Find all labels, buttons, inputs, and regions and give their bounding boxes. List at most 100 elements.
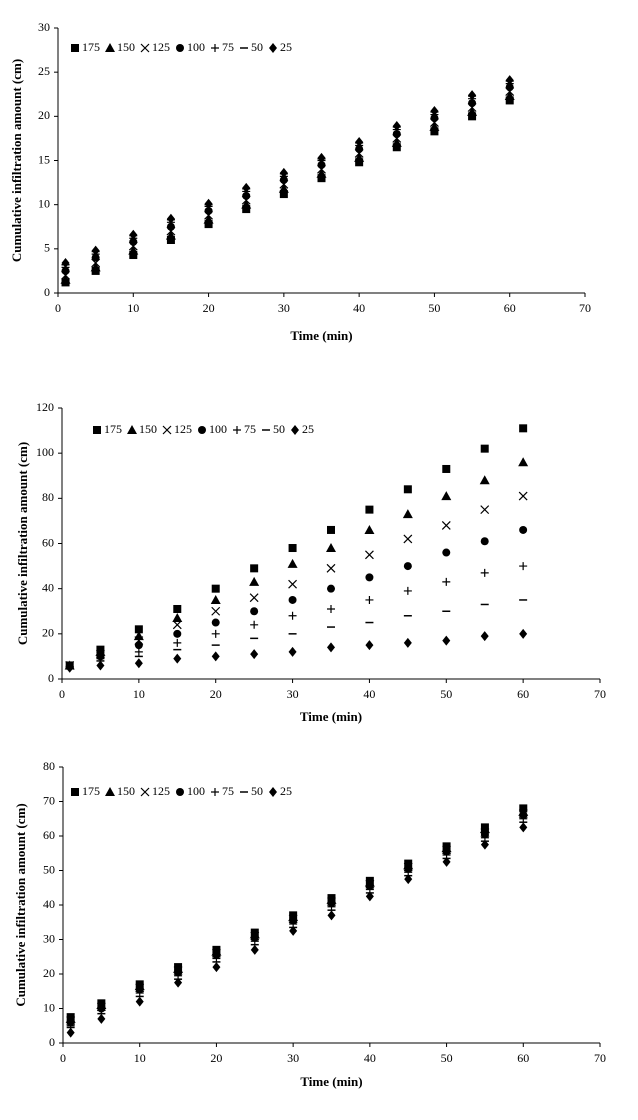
x-tick-label: 40 <box>364 1051 376 1065</box>
x-tick-label: 40 <box>363 687 375 701</box>
y-tick-label: 15 <box>38 152 50 166</box>
marker-square <box>134 625 143 634</box>
marker-diamond <box>134 658 143 669</box>
marker-square <box>71 44 79 52</box>
marker-square <box>327 525 335 534</box>
marker-diamond <box>291 425 299 435</box>
y-tick-label: 100 <box>36 445 54 459</box>
marker-plus <box>233 426 241 434</box>
marker-plus <box>519 814 528 823</box>
marker-square <box>505 96 514 105</box>
legend-label: 100 <box>187 784 205 798</box>
marker-triangle <box>391 137 402 147</box>
marker-square <box>242 205 251 214</box>
marker-circle <box>468 99 477 108</box>
marker-x <box>365 550 374 560</box>
x-tick-label: 0 <box>60 1051 66 1065</box>
marker-circle <box>392 130 401 138</box>
marker-plus <box>327 604 335 613</box>
x-tick-label: 10 <box>133 687 145 701</box>
marker-square <box>365 505 374 514</box>
x-axis-title: Time (min) <box>300 709 362 724</box>
marker-triangle <box>241 199 252 209</box>
y-tick-label: 30 <box>43 931 55 945</box>
x-axis-title: Time (min) <box>300 1074 362 1089</box>
marker-triangle <box>127 425 137 434</box>
legend-label: 25 <box>302 422 314 436</box>
marker-diamond <box>404 874 413 885</box>
marker-diamond <box>442 635 451 646</box>
marker-plus <box>211 788 219 796</box>
marker-triangle <box>326 543 336 553</box>
marker-triangle <box>105 787 115 796</box>
marker-plus <box>135 988 144 997</box>
marker-triangle <box>128 245 139 255</box>
y-tick-label: 10 <box>43 1000 55 1014</box>
x-tick-label: 60 <box>517 687 529 701</box>
marker-triangle <box>210 594 221 604</box>
marker-circle <box>176 788 184 796</box>
marker-diamond <box>66 1027 75 1038</box>
marker-diamond <box>442 856 451 867</box>
marker-diamond <box>242 182 251 193</box>
marker-square <box>166 236 175 244</box>
legend-label: 150 <box>117 40 135 54</box>
marker-triangle <box>429 121 440 131</box>
marker-triangle <box>165 230 176 240</box>
marker-plus <box>211 629 220 638</box>
marker-diamond <box>174 977 183 988</box>
marker-square <box>392 143 401 152</box>
marker-diamond <box>317 152 326 163</box>
marker-triangle <box>249 576 260 586</box>
x-tick-label: 10 <box>134 1051 146 1065</box>
marker-plus <box>442 577 451 586</box>
marker-diamond <box>173 653 182 664</box>
marker-plus <box>173 638 182 647</box>
marker-triangle <box>172 613 183 623</box>
legend-label: 50 <box>251 784 263 798</box>
marker-square <box>279 190 288 199</box>
marker-diamond <box>97 1013 106 1024</box>
x-tick-label: 50 <box>428 301 440 315</box>
legend-label: 100 <box>187 40 205 54</box>
marker-plus <box>97 1006 106 1015</box>
marker-diamond <box>204 198 213 209</box>
chart: 0 5 10 15 20 25 30 0 10 20 30 40 50 60 70 Time (min) Cum… <box>9 20 591 343</box>
marker-plus <box>519 562 528 571</box>
marker-triangle <box>316 168 327 178</box>
legend-label: 125 <box>152 40 170 54</box>
y-tick-label: 10 <box>38 196 50 210</box>
x-tick-label: 60 <box>517 1051 529 1065</box>
marker-diamond <box>135 996 144 1007</box>
marker-diamond <box>519 628 528 639</box>
marker-x <box>441 521 451 530</box>
marker-triangle <box>60 274 71 284</box>
marker-square <box>317 174 326 183</box>
marker-triangle <box>278 183 289 193</box>
legend-label: 175 <box>82 40 100 54</box>
marker-circle <box>211 618 220 627</box>
marker-triangle <box>105 43 115 52</box>
marker-x <box>288 579 297 589</box>
y-tick-label: 25 <box>38 64 50 78</box>
marker-square <box>211 584 220 593</box>
marker-triangle <box>467 106 478 116</box>
legend-label: 50 <box>273 422 285 436</box>
y-tick-label: 20 <box>38 108 50 122</box>
x-tick-label: 10 <box>127 301 139 315</box>
y-tick-label: 0 <box>44 285 50 299</box>
y-tick-label: 60 <box>43 828 55 842</box>
marker-plus <box>403 586 412 595</box>
x-tick-label: 20 <box>210 1051 222 1065</box>
marker-circle <box>442 548 451 557</box>
marker-diamond <box>505 75 514 86</box>
marker-circle <box>519 525 528 534</box>
marker-triangle <box>90 262 101 272</box>
marker-square <box>468 112 477 121</box>
marker-diamond <box>327 642 335 653</box>
marker-square <box>71 788 79 796</box>
y-tick-label: 120 <box>36 400 54 414</box>
marker-diamond <box>279 167 288 178</box>
